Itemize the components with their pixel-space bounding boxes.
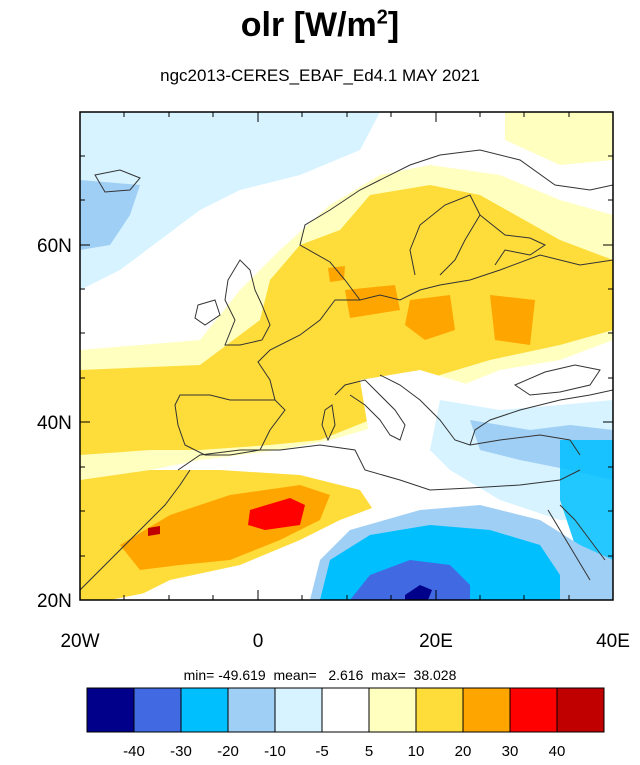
lon-label-20e: 20E: [419, 631, 453, 652]
colorbar-swatch: [556, 687, 605, 733]
map-title: olr [W/m2]: [240, 6, 400, 44]
colorbar: -40 -30 -20 -10 -5 5 10 20 30 40: [86, 687, 605, 760]
colorbar-swatch: [321, 687, 370, 733]
colorbar-label: -40: [123, 743, 145, 760]
lat-label-60n: 60N: [37, 236, 72, 257]
colorbar-label: 20: [455, 743, 472, 760]
axis-ticks: [79, 112, 614, 601]
colorbar-swatch: [415, 687, 464, 733]
colorbar-swatch: [462, 687, 511, 733]
lat-label-40n: 40N: [37, 413, 72, 434]
colorbar-swatch: [86, 687, 135, 733]
coastlines: [80, 149, 613, 591]
colorbar-swatch: [180, 687, 229, 733]
colorbar-label: -20: [217, 743, 239, 760]
colorbar-label: -5: [315, 743, 328, 760]
colorbar-label: -10: [264, 743, 286, 760]
colorbar-swatch: [368, 687, 417, 733]
colorbar-label: 5: [365, 743, 373, 760]
olr-anomaly-field: [80, 112, 613, 600]
lon-label-20w: 20W: [60, 631, 99, 652]
colorbar-swatch: [227, 687, 276, 733]
lon-label-0: 0: [253, 631, 264, 652]
colorbar-label: -30: [170, 743, 192, 760]
colorbar-label: 10: [408, 743, 425, 760]
map-subtitle: ngc2013-CERES_EBAF_Ed4.1 MAY 2021: [160, 66, 480, 85]
colorbar-swatch: [133, 687, 182, 733]
colorbar-label: 40: [549, 743, 566, 760]
colorbar-swatch: [274, 687, 323, 733]
colorbar-swatch: [509, 687, 558, 733]
lon-label-40e: 40E: [596, 631, 630, 652]
colorbar-label: 30: [502, 743, 519, 760]
stats-line: min= -49.619 mean= 2.616 max= 38.028: [183, 667, 457, 683]
lat-label-20n: 20N: [37, 591, 72, 612]
